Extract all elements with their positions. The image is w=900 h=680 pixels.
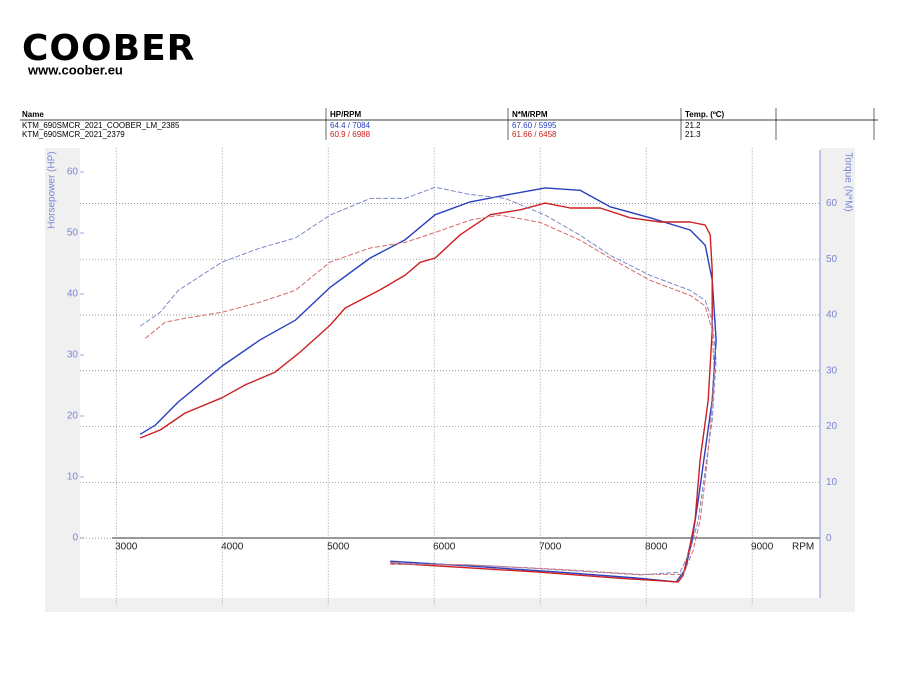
table-header: N*M/RPM <box>512 110 548 119</box>
series-lines <box>139 186 717 583</box>
y2-tick-label: 20 <box>826 421 838 432</box>
x-tick-label: 4000 <box>221 542 244 553</box>
y2-tick-label: 0 <box>826 533 832 544</box>
x-tick-label: 5000 <box>327 542 350 553</box>
table-cell: 67.60 / 5995 <box>512 121 557 130</box>
x-axis-title: RPM <box>792 542 814 553</box>
y-tick-label: 60 <box>67 167 79 178</box>
x-tick-label: 3000 <box>115 542 138 553</box>
y-tick-label: 30 <box>67 350 79 361</box>
y2-tick-label: 50 <box>826 254 838 265</box>
table-cell: KTM_690SMCR_2021_COOBER_LM_2385 <box>22 121 180 130</box>
y-tick-label: 20 <box>67 411 79 422</box>
power-line <box>139 202 713 583</box>
y2-tick-label: 10 <box>826 477 838 488</box>
torque-line <box>139 186 717 576</box>
x-tick-label: 6000 <box>433 542 456 553</box>
y-tick-label: 0 <box>72 533 78 544</box>
summary-table: Name HP/RPM N*M/RPM Temp. (ºC) KTM_690SM… <box>20 108 878 140</box>
y2-tick-label: 60 <box>826 198 838 209</box>
x-tick-label: 9000 <box>751 542 774 553</box>
table-cell: 64.4 / 7084 <box>330 121 371 130</box>
table-cell: 60.9 / 6988 <box>330 130 371 139</box>
table-cell: 21.2 <box>685 121 701 130</box>
y2-tick-label: 30 <box>826 365 838 376</box>
y-tick-label: 50 <box>67 228 79 239</box>
table-cell: 61.66 / 6458 <box>512 130 557 139</box>
brand-url: www.coober.eu <box>27 62 123 77</box>
y2-axis-title: Torque (N*M) <box>842 152 853 211</box>
x-tick-label: 7000 <box>539 542 562 553</box>
y-tick-label: 40 <box>67 289 79 300</box>
table-header: Temp. (ºC) <box>685 110 725 119</box>
plot-area <box>80 148 820 598</box>
table-header: HP/RPM <box>330 110 361 119</box>
brand-logo: COOBER <box>22 28 195 69</box>
x-tick-label: 8000 <box>645 542 668 553</box>
y-tick-label: 10 <box>67 472 79 483</box>
table-cell: KTM_690SMCR_2021_2379 <box>22 130 125 139</box>
table-header: Name <box>22 110 44 119</box>
table-cell: 21.3 <box>685 130 701 139</box>
y2-tick-label: 40 <box>826 310 838 321</box>
y-axis-title: Horsepower (HP) <box>47 151 58 228</box>
torque-line <box>144 214 715 575</box>
